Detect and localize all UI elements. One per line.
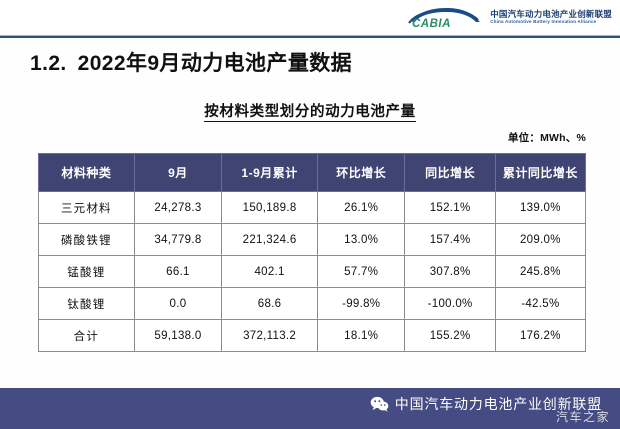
table-row: 锰酸锂 66.1 402.1 57.7% 307.8% 245.8% [38, 255, 587, 288]
cell-mom-growth: 18.1% [316, 319, 406, 352]
footer-brand: 中国汽车动力电池产业创新联盟 [370, 394, 602, 414]
table-header-row: 材料种类 9月 1-9月累计 环比增长 同比增长 累计同比增长 [38, 153, 587, 192]
cell-cumulative: 372,113.2 [221, 319, 318, 352]
cell-yoy-growth: 157.4% [404, 223, 496, 256]
cell-september: 66.1 [133, 255, 223, 288]
column-header-yoy-growth: 同比增长 [404, 153, 496, 192]
cell-material: 锰酸锂 [38, 255, 135, 288]
cell-yoy-growth: 307.8% [404, 255, 496, 288]
alliance-name-cn: 中国汽车动力电池产业创新联盟 [490, 9, 612, 20]
wechat-icon [370, 396, 389, 412]
cell-september: 0.0 [133, 287, 223, 320]
page-title: 1.2. 2022年9月动力电池产量数据 [30, 47, 352, 77]
cell-cumulative: 221,324.6 [221, 223, 318, 256]
column-header-material: 材料种类 [38, 153, 135, 192]
column-header-mom-growth: 环比增长 [316, 153, 406, 192]
brand-bar: CABIA 中国汽车动力电池产业创新联盟 China Automotive Ba… [0, 0, 620, 35]
header-divider [0, 35, 620, 38]
cell-material: 合计 [38, 319, 135, 352]
cell-cumulative-yoy-growth: 176.2% [494, 319, 587, 352]
car-silhouette-icon: CABIA [408, 7, 481, 30]
page-title-number: 1.2. [30, 52, 67, 75]
table-caption: 按材料类型划分的动力电池产量 [0, 100, 620, 122]
column-header-cumulative-yoy-growth: 累计同比增长 [494, 153, 587, 192]
svg-text:CABIA: CABIA [412, 18, 451, 30]
column-header-september: 9月 [133, 153, 223, 192]
cell-mom-growth: -99.8% [316, 287, 406, 320]
table-row: 三元材料 24,278.3 150,189.8 26.1% 152.1% 139… [38, 191, 587, 224]
cabia-logo-mark: CABIA [406, 5, 484, 31]
cell-material: 三元材料 [38, 191, 135, 224]
table-caption-text: 按材料类型划分的动力电池产量 [204, 104, 416, 122]
table-row: 磷酸铁锂 34,779.8 221,324.6 13.0% 157.4% 209… [38, 223, 587, 256]
cell-cumulative-yoy-growth: 209.0% [494, 223, 587, 256]
table-row: 钛酸锂 0.0 68.6 -99.8% -100.0% -42.5% [38, 287, 587, 320]
cell-september: 24,278.3 [133, 191, 223, 224]
alliance-name-en: China Automotive Battery Innovation Alli… [490, 19, 597, 25]
cell-september: 34,779.8 [133, 223, 223, 256]
cell-cumulative: 68.6 [221, 287, 318, 320]
production-table: 材料种类 9月 1-9月累计 环比增长 同比增长 累计同比增长 三元材料 24,… [38, 153, 587, 352]
cell-cumulative-yoy-growth: 139.0% [494, 191, 587, 224]
production-table-container: 材料种类 9月 1-9月累计 环比增长 同比增长 累计同比增长 三元材料 24,… [38, 153, 587, 352]
cell-cumulative: 402.1 [221, 255, 318, 288]
alliance-logo: CABIA 中国汽车动力电池产业创新联盟 China Automotive Ba… [406, 5, 612, 31]
table-body: 三元材料 24,278.3 150,189.8 26.1% 152.1% 139… [38, 191, 587, 352]
footer-bar: 中国汽车动力电池产业创新联盟 汽车之家 [0, 388, 620, 429]
footer-text: 中国汽车动力电池产业创新联盟 [394, 396, 602, 412]
cell-mom-growth: 13.0% [316, 223, 406, 256]
cell-yoy-growth: 155.2% [404, 319, 496, 352]
cell-cumulative-yoy-growth: 245.8% [494, 255, 587, 288]
column-header-cumulative: 1-9月累计 [221, 153, 318, 192]
cell-yoy-growth: -100.0% [404, 287, 496, 320]
cell-yoy-growth: 152.1% [404, 191, 496, 224]
page-title-text: 2022年9月动力电池产量数据 [77, 52, 353, 75]
cell-material: 钛酸锂 [38, 287, 135, 320]
cell-cumulative: 150,189.8 [221, 191, 318, 224]
alliance-name-block: 中国汽车动力电池产业创新联盟 China Automotive Battery … [490, 10, 612, 25]
unit-label: 单位：MWh、% [507, 132, 586, 144]
cell-mom-growth: 26.1% [316, 191, 406, 224]
cell-material: 磷酸铁锂 [38, 223, 135, 256]
cell-cumulative-yoy-growth: -42.5% [494, 287, 587, 320]
cell-september: 59,138.0 [133, 319, 223, 352]
table-row-total: 合计 59,138.0 372,113.2 18.1% 155.2% 176.2… [38, 319, 587, 352]
cell-mom-growth: 57.7% [316, 255, 406, 288]
watermark: 汽车之家 [555, 410, 610, 424]
